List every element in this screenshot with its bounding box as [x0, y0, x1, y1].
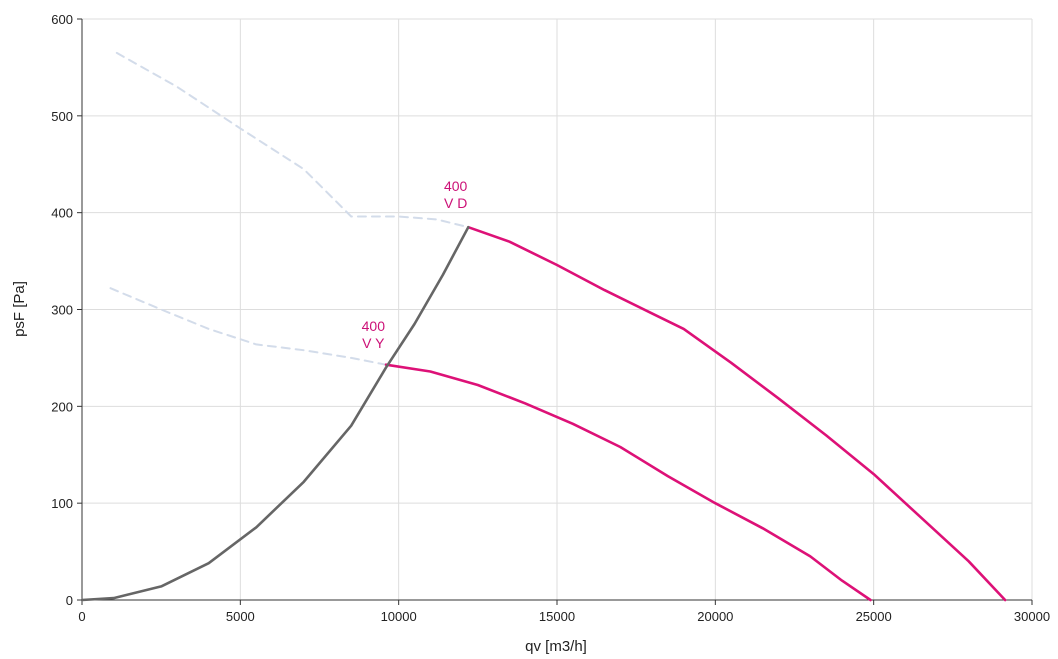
x-axis-title: qv [m3/h]	[525, 638, 587, 654]
axes: 0 5000 10000 15000 20000 25000 30000 0 100 200 300…	[51, 12, 1050, 624]
series-line-1	[115, 51, 470, 229]
curve-label-1-line-2: V D	[444, 195, 467, 211]
series-line-2	[467, 225, 1007, 602]
grid-layer	[81, 18, 1033, 601]
x-tick-label: 20000	[697, 609, 733, 624]
y-tick-label: 300	[51, 303, 73, 318]
y-tick-label: 600	[51, 12, 73, 27]
x-tick-label: 15000	[539, 609, 575, 624]
y-tick-label: 0	[66, 593, 73, 608]
y-tick-label: 500	[51, 109, 73, 124]
y-axis-title: psF [Pa]	[11, 281, 28, 337]
x-tick-label: 10000	[381, 609, 417, 624]
curve-label-2-line-2: V Y	[362, 335, 385, 351]
y-tick-label: 400	[51, 206, 73, 221]
series-line-5	[80, 225, 470, 602]
series-line-4	[384, 363, 872, 602]
x-tick-label: 25000	[856, 609, 892, 624]
x-tick-label: 30000	[1014, 609, 1050, 624]
y-tick-label: 100	[51, 496, 73, 511]
x-tick-label: 0	[78, 609, 85, 624]
curve-label-2-line-1: 400	[362, 318, 386, 334]
x-tick-label: 5000	[226, 609, 255, 624]
curve-label-1-line-1: 400	[444, 178, 468, 194]
series-layer	[80, 51, 1007, 602]
series-line-3	[109, 287, 387, 366]
y-tick-label: 200	[51, 399, 73, 414]
